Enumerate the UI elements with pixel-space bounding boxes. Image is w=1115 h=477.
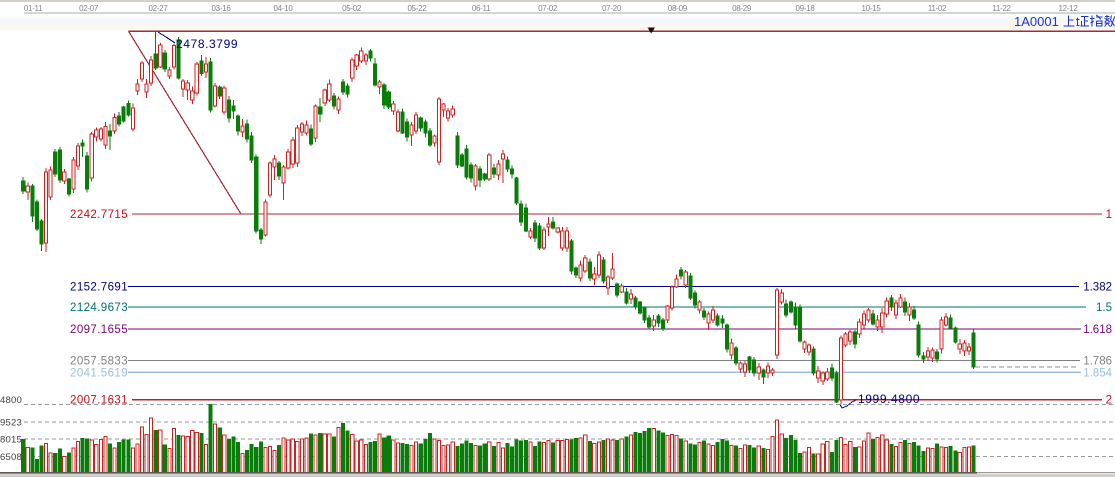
svg-text:11-02: 11-02	[928, 4, 947, 13]
svg-text:2007.1631: 2007.1631	[70, 395, 128, 407]
svg-text:2057.5833: 2057.5833	[70, 356, 128, 368]
svg-text:02-07: 02-07	[79, 4, 99, 13]
svg-text:2: 2	[1106, 395, 1112, 407]
svg-text:11-22: 11-22	[992, 4, 1011, 13]
svg-text:04-10: 04-10	[274, 4, 294, 13]
svg-text:06-11: 06-11	[472, 4, 491, 13]
svg-text:1999.4800: 1999.4800	[858, 392, 920, 406]
svg-text:1: 1	[1106, 209, 1112, 221]
svg-text:1.618: 1.618	[1083, 324, 1112, 336]
svg-text:08-09: 08-09	[668, 4, 688, 13]
svg-text:09-18: 09-18	[796, 4, 816, 13]
svg-text:05-22: 05-22	[408, 4, 428, 13]
svg-text:08-29: 08-29	[732, 4, 752, 13]
svg-text:1.5: 1.5	[1096, 302, 1112, 314]
svg-text:2242.7715: 2242.7715	[70, 209, 128, 221]
svg-text:03-16: 03-16	[212, 4, 232, 13]
svg-text:4800: 4800	[0, 395, 22, 406]
svg-text:02-27: 02-27	[149, 4, 169, 13]
svg-text:2124.9673: 2124.9673	[70, 302, 128, 314]
svg-text:05-02: 05-02	[342, 4, 362, 13]
svg-text:1.854: 1.854	[1083, 367, 1112, 379]
svg-text:1.786: 1.786	[1083, 356, 1112, 368]
svg-text:12-12: 12-12	[1059, 4, 1079, 13]
svg-text:2097.1655: 2097.1655	[70, 324, 128, 336]
svg-text:07-02: 07-02	[538, 4, 558, 13]
svg-text:07-20: 07-20	[602, 4, 622, 13]
svg-text:2478.3799: 2478.3799	[176, 37, 238, 51]
svg-text:9523: 9523	[0, 417, 22, 428]
svg-text:6508: 6508	[0, 452, 22, 463]
svg-text:01-11: 01-11	[24, 4, 43, 13]
svg-text:8015: 8015	[0, 435, 22, 446]
svg-text:1.382: 1.382	[1083, 282, 1112, 294]
svg-text:2152.7691: 2152.7691	[70, 282, 128, 294]
svg-text:2041.5619: 2041.5619	[70, 367, 128, 379]
svg-text:1A0001: 1A0001	[1014, 14, 1059, 29]
svg-text:10-15: 10-15	[862, 4, 882, 13]
